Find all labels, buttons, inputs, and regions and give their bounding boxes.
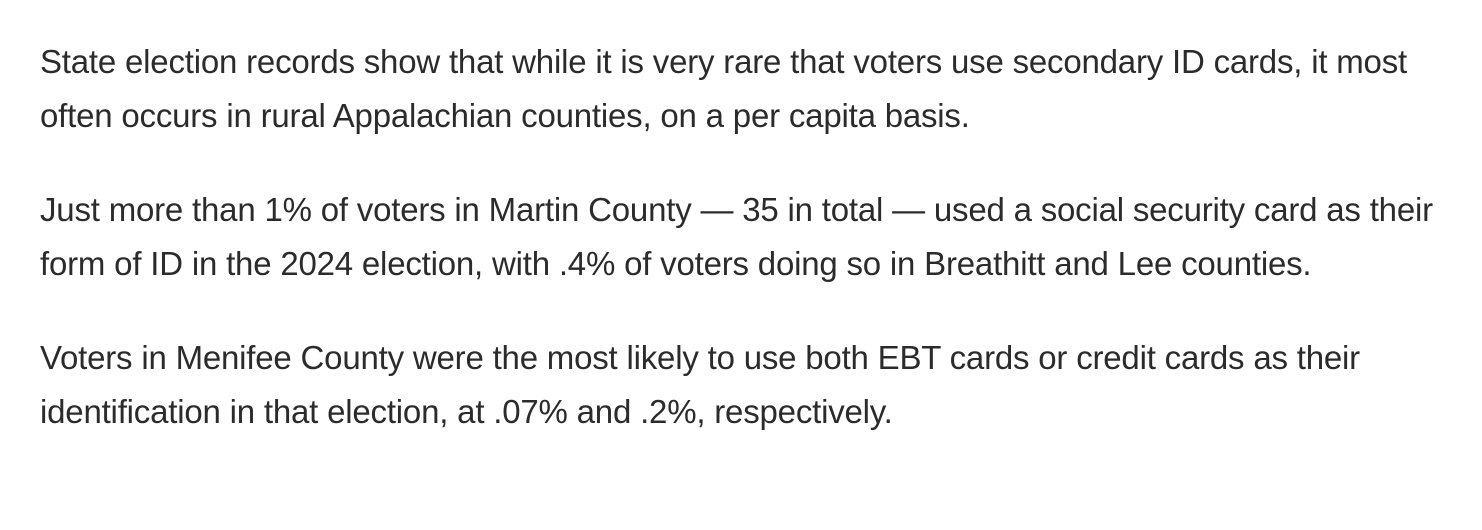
article-body: State election records show that while i… <box>40 35 1445 439</box>
paragraph-secondary-id-overview: State election records show that while i… <box>40 43 1407 134</box>
paragraph-martin-county-social-security: Just more than 1% of voters in Martin Co… <box>40 191 1433 282</box>
paragraph-menifee-county-ebt-credit: Voters in Menifee County were the most l… <box>40 339 1360 430</box>
